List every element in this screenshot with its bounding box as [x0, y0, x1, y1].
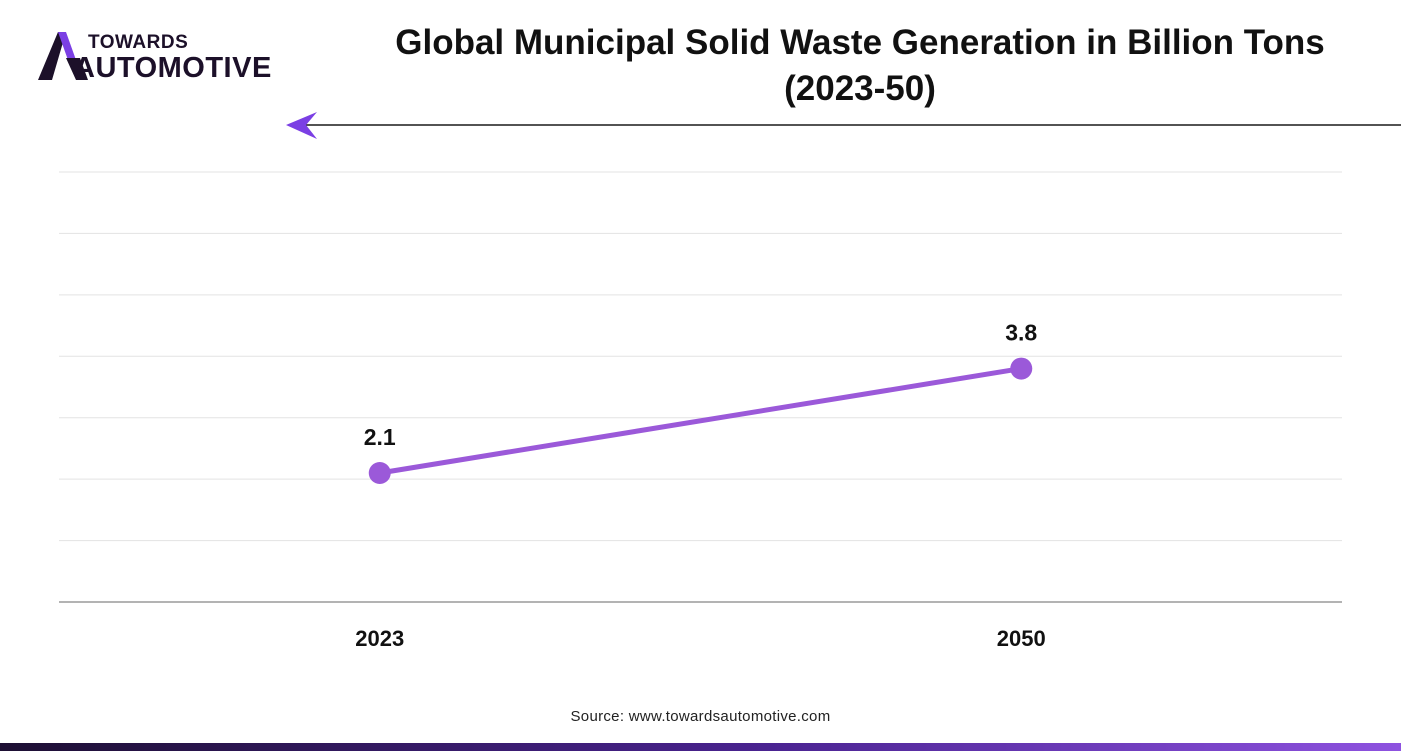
footer-gradient-bar: [0, 743, 1401, 751]
logo-mark-icon: [38, 32, 88, 80]
chart-title-line2: (2023-50): [784, 69, 936, 108]
chart-title-line1: Global Municipal Solid Waste Generation …: [395, 23, 1325, 62]
chart-title: Global Municipal Solid Waste Generation …: [330, 20, 1390, 112]
source-note: Source: www.towardsautomotive.com: [570, 708, 831, 725]
logo-text-towards: TOWARDS: [88, 32, 189, 53]
series-layer: [368, 357, 1033, 484]
labels-layer: 2.1 3.8: [364, 320, 1038, 450]
series-line: [377, 366, 1024, 476]
x-tick-label: 2050: [997, 626, 1046, 651]
data-point: [1010, 357, 1033, 380]
header-rule: [286, 112, 1401, 139]
x-axis: 2023 2050: [59, 601, 1342, 651]
logo-text-automotive: AUTOMOTIVE: [74, 52, 272, 84]
left-arrow-icon: [286, 112, 317, 139]
data-label: 3.8: [1005, 320, 1037, 346]
data-point: [368, 462, 391, 484]
data-label: 2.1: [364, 424, 396, 450]
brand-logo: TOWARDS AUTOMOTIVE: [36, 30, 286, 86]
grid-lines: [59, 171, 1342, 542]
x-tick-label: 2023: [355, 626, 404, 651]
